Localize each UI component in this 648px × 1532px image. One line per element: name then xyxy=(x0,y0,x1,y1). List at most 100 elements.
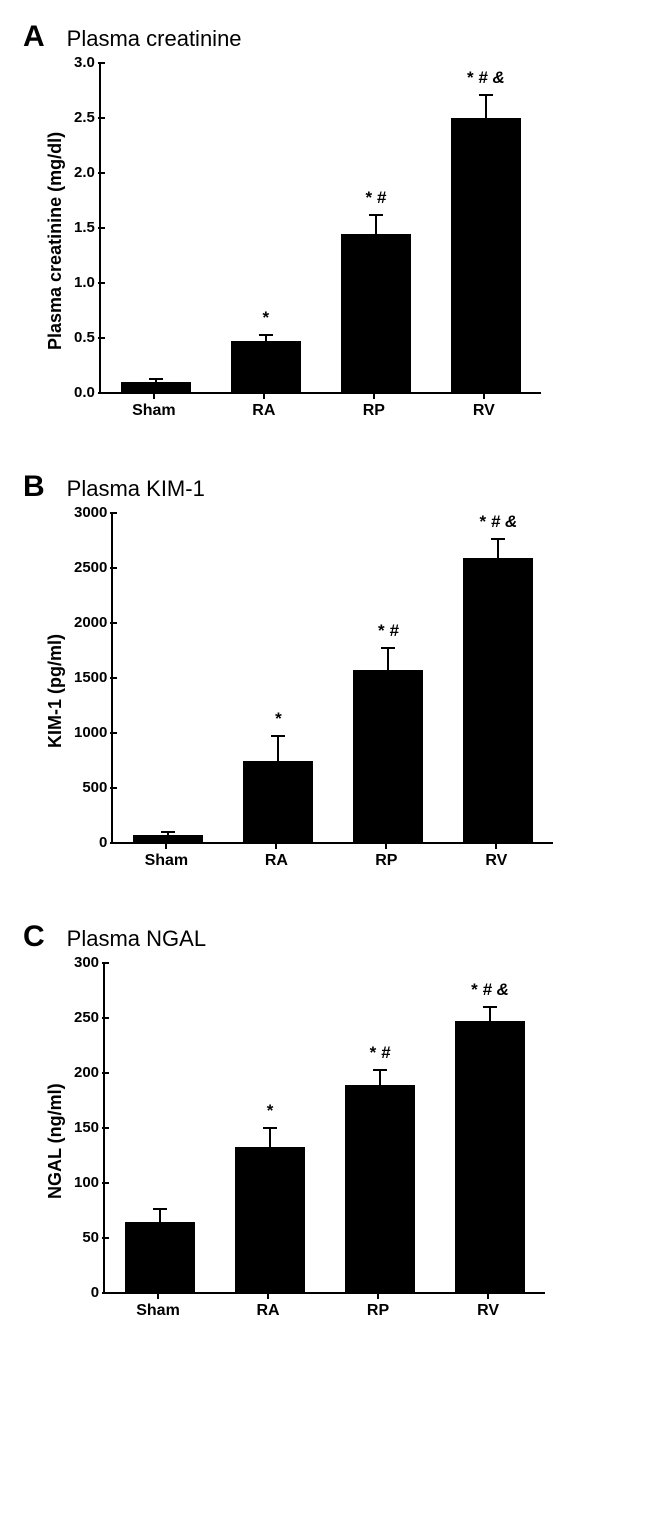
y-tick-label: 100 xyxy=(74,1175,99,1190)
y-tick-label: 1.0 xyxy=(74,275,95,290)
y-tick-label: 1.5 xyxy=(74,220,95,235)
error-bar xyxy=(379,1069,381,1086)
bar: * # xyxy=(341,234,411,392)
panel-A: A Plasma creatinine Plasma creatinine (mg/… xyxy=(15,20,633,420)
panel-title: Plasma creatinine xyxy=(67,26,242,52)
panel-header: A Plasma creatinine xyxy=(23,20,633,54)
bar xyxy=(121,382,191,392)
panel-header: B Plasma KIM-1 xyxy=(23,470,633,504)
x-tick-label: Sham xyxy=(99,402,209,420)
y-tick-label: 0 xyxy=(91,1285,99,1300)
y-tick-label: 0 xyxy=(99,835,107,850)
y-tick-label: 3000 xyxy=(74,505,107,520)
panel-C: CPlasma NGALNGAL (ng/ml)3002502001501005… xyxy=(15,920,633,1320)
bars-container: * * # * # & xyxy=(105,962,545,1292)
significance-marker: * # xyxy=(365,188,386,208)
bar-slot xyxy=(113,835,223,842)
panel-header: C Plasma NGAL xyxy=(23,920,633,954)
bar-slot: * xyxy=(223,761,333,842)
panel-B: BPlasma KIM-1KIM-1 (pg/ml)30002500200015… xyxy=(15,470,633,870)
bar: * # xyxy=(345,1085,415,1292)
x-tick-label: Sham xyxy=(111,852,221,870)
y-axis-label: Plasma creatinine (mg/dl) xyxy=(43,62,68,420)
x-tick-label: RP xyxy=(331,852,441,870)
error-bar xyxy=(375,214,377,234)
bar: * # & xyxy=(463,558,533,842)
y-axis: 300025002000150010005000 xyxy=(74,512,111,842)
y-tick-label: 2.5 xyxy=(74,110,95,125)
y-tick-label: 3.0 xyxy=(74,55,95,70)
y-tick-label: 1500 xyxy=(74,670,107,685)
error-bar xyxy=(485,94,487,118)
panel-title: Plasma NGAL xyxy=(67,926,206,952)
chart-wrap: KIM-1 (pg/ml)300025002000150010005000** … xyxy=(43,512,633,870)
error-bar xyxy=(155,378,157,382)
bar xyxy=(125,1222,195,1292)
y-tick-label: 2500 xyxy=(74,560,107,575)
significance-marker: * # xyxy=(378,621,399,641)
significance-marker: * xyxy=(263,308,270,328)
bars-container: * * # * # & xyxy=(113,512,553,842)
x-axis: ShamRARPRV xyxy=(111,852,551,870)
plot-area: * * # * # & xyxy=(103,962,545,1294)
panel-letter: A xyxy=(23,20,45,54)
x-tick-label: RP xyxy=(319,402,429,420)
x-tick-label: RV xyxy=(429,402,539,420)
plot-area: * * # * # & xyxy=(111,512,553,844)
y-tick-label: 2.0 xyxy=(74,165,95,180)
y-tick-label: 250 xyxy=(74,1010,99,1025)
bar-slot: * xyxy=(215,1147,325,1292)
error-bar xyxy=(387,647,389,670)
error-bar xyxy=(265,334,267,342)
y-tick-label: 1000 xyxy=(74,725,107,740)
significance-marker: * # & xyxy=(479,512,517,532)
bar: * xyxy=(231,341,301,392)
error-bar xyxy=(489,1006,491,1021)
y-tick-label: 2000 xyxy=(74,615,107,630)
chart-inner: 3.02.52.01.51.00.50.0** #* # &ShamRARPRV xyxy=(74,62,541,420)
x-axis: ShamRARPRV xyxy=(99,402,539,420)
chart-inner: 300025002000150010005000** #* # &ShamRAR… xyxy=(74,512,553,870)
bar xyxy=(133,835,203,842)
y-tick-label: 200 xyxy=(74,1065,99,1080)
error-bar xyxy=(497,538,499,558)
significance-marker: * # & xyxy=(471,980,509,1000)
plot-column: * * # * # & ShamRARPRV xyxy=(111,512,553,870)
chart-wrap: NGAL (ng/ml)300250200150100500** #* # &S… xyxy=(43,962,633,1320)
significance-marker: * xyxy=(267,1101,274,1121)
x-tick-label: RA xyxy=(221,852,331,870)
figure-root: A Plasma creatinine Plasma creatinine (mg/… xyxy=(15,20,633,1320)
plot-area: * * # * # & xyxy=(99,62,541,394)
panel-letter: C xyxy=(23,920,45,954)
significance-marker: * xyxy=(275,709,282,729)
x-tick-label: RA xyxy=(213,1302,323,1320)
error-bar xyxy=(269,1127,271,1147)
bar-slot: * xyxy=(211,341,321,392)
x-tick-label: RV xyxy=(433,1302,543,1320)
y-axis: 300250200150100500 xyxy=(74,962,103,1292)
bar-slot: * # xyxy=(321,234,431,392)
y-tick-label: 300 xyxy=(74,955,99,970)
x-tick-label: RP xyxy=(323,1302,433,1320)
y-tick-label: 50 xyxy=(82,1230,99,1245)
x-tick-label: Sham xyxy=(103,1302,213,1320)
bar-slot: * # xyxy=(333,670,443,842)
bar: * # xyxy=(353,670,423,842)
significance-marker: * # & xyxy=(467,68,505,88)
bars-container: * * # * # & xyxy=(101,62,541,392)
y-tick-label: 0.5 xyxy=(74,330,95,345)
error-bar xyxy=(277,735,279,760)
bar-slot: * # & xyxy=(443,558,553,842)
y-tick-label: 0.0 xyxy=(74,385,95,400)
bar: * xyxy=(235,1147,305,1292)
panel-title: Plasma KIM-1 xyxy=(67,476,205,502)
significance-marker: * # xyxy=(370,1043,391,1063)
panel-letter: B xyxy=(23,470,45,504)
chart-wrap: Plasma creatinine (mg/dl)3.02.52.01.51.0… xyxy=(43,62,633,420)
x-tick-label: RV xyxy=(441,852,551,870)
error-bar xyxy=(159,1208,161,1221)
chart-inner: 300250200150100500** #* # &ShamRARPRV xyxy=(74,962,545,1320)
bar-slot: * # xyxy=(325,1085,435,1292)
bar-slot: * # & xyxy=(431,118,541,392)
bar: * # & xyxy=(451,118,521,392)
